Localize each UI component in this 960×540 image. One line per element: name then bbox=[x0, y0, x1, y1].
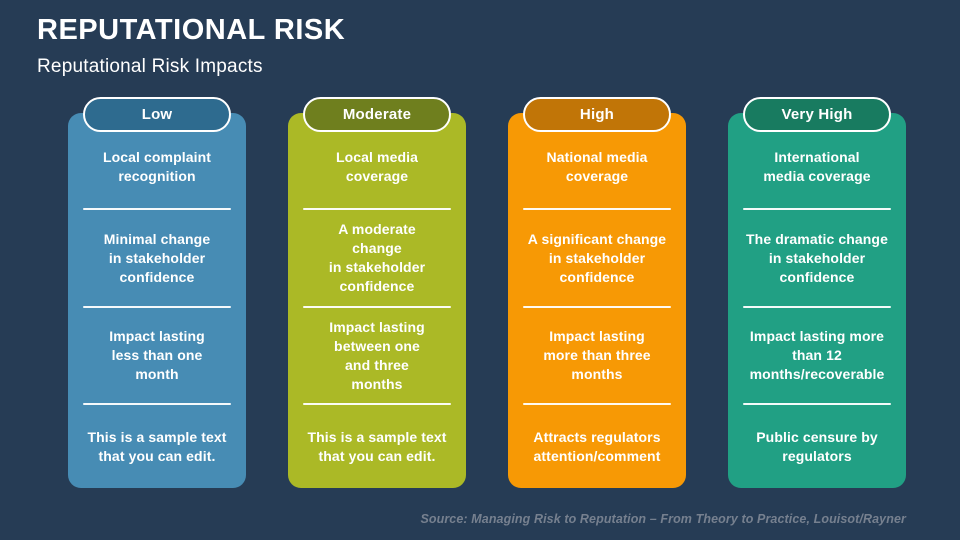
risk-impact-item: Minimal change in stakeholder confidence bbox=[103, 230, 211, 285]
risk-impact-item: Attracts regulators attention/comment bbox=[533, 428, 661, 464]
risk-impact-item: A moderate change in stakeholder confide… bbox=[328, 221, 426, 294]
risk-impact-item: Public censure by regulators bbox=[756, 428, 878, 464]
source-citation: Source: Managing Risk to Reputation – Fr… bbox=[420, 512, 906, 526]
risk-impact-item: Impact lasting more than three months bbox=[543, 328, 651, 382]
divider bbox=[83, 306, 231, 308]
risk-impact-item: This is a sample text that you can edit. bbox=[87, 428, 227, 464]
risk-impact-item: This is a sample text that you can edit. bbox=[307, 428, 447, 464]
risk-column-body: International media coverage The dramati… bbox=[728, 113, 906, 488]
risk-column-body: National media coverage A significant ch… bbox=[508, 113, 686, 488]
divider bbox=[743, 208, 891, 210]
divider bbox=[743, 306, 891, 308]
risk-column-high: High National media coverage A significa… bbox=[508, 97, 686, 491]
risk-column-body: Local media coverage A moderate change i… bbox=[288, 113, 466, 488]
risk-level-label: Very High bbox=[781, 106, 853, 123]
risk-column-very-high: Very High International media coverage T… bbox=[728, 97, 906, 491]
divider bbox=[743, 403, 891, 405]
risk-level-badge-very-high: Very High bbox=[743, 97, 891, 132]
divider bbox=[523, 208, 671, 210]
page-title: REPUTATIONAL RISK bbox=[37, 14, 346, 46]
risk-impact-item: Impact lasting between one and three mon… bbox=[329, 318, 425, 392]
risk-impact-item: National media coverage bbox=[546, 148, 648, 184]
risk-impact-item: Local media coverage bbox=[335, 148, 419, 184]
risk-impact-item: The dramatic change in stakeholder confi… bbox=[746, 230, 888, 285]
risk-columns: Low Local complaint recognition Minimal … bbox=[68, 97, 906, 491]
divider bbox=[523, 306, 671, 308]
divider bbox=[83, 208, 231, 210]
risk-level-label: High bbox=[579, 106, 615, 123]
divider bbox=[303, 403, 451, 405]
risk-level-badge-low: Low bbox=[83, 97, 231, 132]
divider bbox=[303, 306, 451, 308]
risk-impact-item: Local complaint recognition bbox=[102, 148, 212, 184]
risk-impact-item: Impact lasting less than one month bbox=[109, 328, 205, 382]
risk-level-label: Low bbox=[141, 106, 173, 123]
risk-column-moderate: Moderate Local media coverage A moderate… bbox=[288, 97, 466, 491]
risk-impact-item: International media coverage bbox=[763, 148, 871, 184]
risk-impact-item: A significant change in stakeholder conf… bbox=[527, 230, 667, 285]
divider bbox=[83, 403, 231, 405]
risk-column-body: Local complaint recognition Minimal chan… bbox=[68, 113, 246, 488]
risk-level-badge-moderate: Moderate bbox=[303, 97, 451, 132]
page-subtitle: Reputational Risk Impacts bbox=[37, 56, 263, 78]
risk-level-label: Moderate bbox=[342, 106, 412, 123]
risk-column-low: Low Local complaint recognition Minimal … bbox=[68, 97, 246, 491]
divider bbox=[523, 403, 671, 405]
divider bbox=[303, 208, 451, 210]
slide-header: REPUTATIONAL RISK Reputational Risk Impa… bbox=[37, 14, 345, 78]
risk-level-badge-high: High bbox=[523, 97, 671, 132]
risk-impact-item: Impact lasting more than 12 months/recov… bbox=[749, 328, 885, 382]
